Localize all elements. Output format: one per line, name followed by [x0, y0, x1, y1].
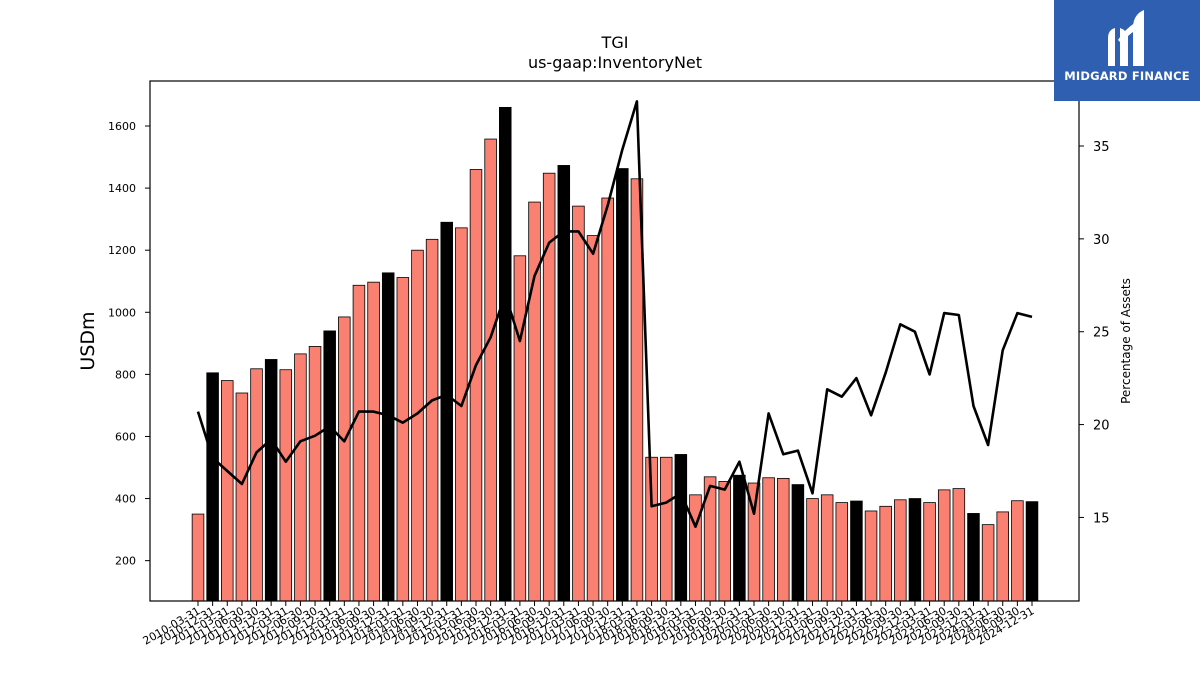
bar [952, 488, 966, 602]
bar [250, 368, 263, 602]
midgard-logo-icon [1108, 10, 1144, 66]
bar [762, 477, 775, 602]
y-tick-label: 800 [115, 368, 136, 381]
bar [542, 172, 556, 602]
bar [689, 494, 702, 602]
bars-group [191, 106, 1039, 602]
bar [733, 474, 746, 602]
bar [908, 498, 922, 602]
bar [206, 372, 219, 602]
bar [820, 494, 834, 602]
brand-logo: MIDGARD FINANCE [1054, 0, 1200, 101]
bar [455, 227, 468, 602]
bar [601, 197, 614, 602]
bar [718, 481, 731, 602]
bar [835, 502, 849, 602]
bar [308, 346, 322, 602]
y-tick-label: 200 [115, 555, 136, 568]
chart-title: TGI [601, 33, 629, 52]
y2-axis-label: Percentage of Assets [1119, 278, 1133, 404]
bar [264, 359, 278, 602]
bar [586, 235, 600, 602]
bar [294, 353, 307, 602]
bar [996, 511, 1009, 602]
y2-tick-label: 30 [1093, 233, 1110, 248]
bar [440, 221, 453, 602]
bar [937, 489, 951, 602]
y-tick-label: 1000 [108, 306, 136, 319]
bar [777, 477, 790, 602]
y-axis-label: USDm [77, 311, 99, 370]
y2-tick-label: 35 [1093, 140, 1110, 155]
bar [381, 272, 395, 602]
bar [235, 392, 249, 602]
bar [879, 505, 892, 602]
chart-subtitle: us-gaap:InventoryNet [528, 53, 702, 72]
x-axis-ticks: 2010-03-312010-12-312011-03-312011-06-30… [141, 601, 1037, 648]
bar [338, 316, 351, 602]
bar [923, 502, 936, 602]
bar [221, 380, 234, 602]
bar [616, 168, 629, 602]
bar [279, 369, 293, 602]
y2-tick-label: 15 [1093, 511, 1110, 526]
bar [528, 201, 541, 602]
bar [850, 500, 863, 602]
bar [894, 499, 907, 602]
bar [411, 249, 424, 602]
bar [1025, 501, 1039, 602]
y2-tick-label: 25 [1093, 326, 1110, 341]
plot-frame [149, 80, 1080, 602]
bar [323, 330, 336, 602]
bar [981, 524, 995, 602]
bar [806, 498, 819, 602]
bar [484, 138, 497, 602]
bar [572, 205, 585, 602]
logo-text: MIDGARD FINANCE [1064, 69, 1190, 83]
bar [425, 238, 439, 602]
bar [396, 277, 410, 602]
percentage-line [196, 100, 1033, 529]
bar [191, 513, 205, 602]
y-tick-label: 1400 [108, 182, 136, 195]
bar [967, 513, 980, 602]
y-tick-label: 400 [115, 493, 136, 506]
bar [352, 284, 366, 602]
bar [1011, 500, 1024, 602]
bar [513, 255, 527, 602]
bar [367, 281, 380, 602]
bar [469, 169, 483, 602]
left-axis-ticks: 200 400 600 800 1000 1200 1400 1600 [108, 120, 150, 568]
bar [674, 454, 688, 602]
bar [659, 456, 673, 602]
bar [791, 484, 805, 602]
right-axis-ticks: 15 20 25 30 35 [1079, 140, 1110, 526]
y-tick-label: 1600 [108, 120, 136, 133]
bar [864, 510, 878, 602]
y2-tick-label: 20 [1093, 419, 1110, 434]
y-tick-label: 1200 [108, 244, 136, 257]
bar [499, 106, 512, 602]
y-tick-label: 600 [115, 430, 136, 443]
